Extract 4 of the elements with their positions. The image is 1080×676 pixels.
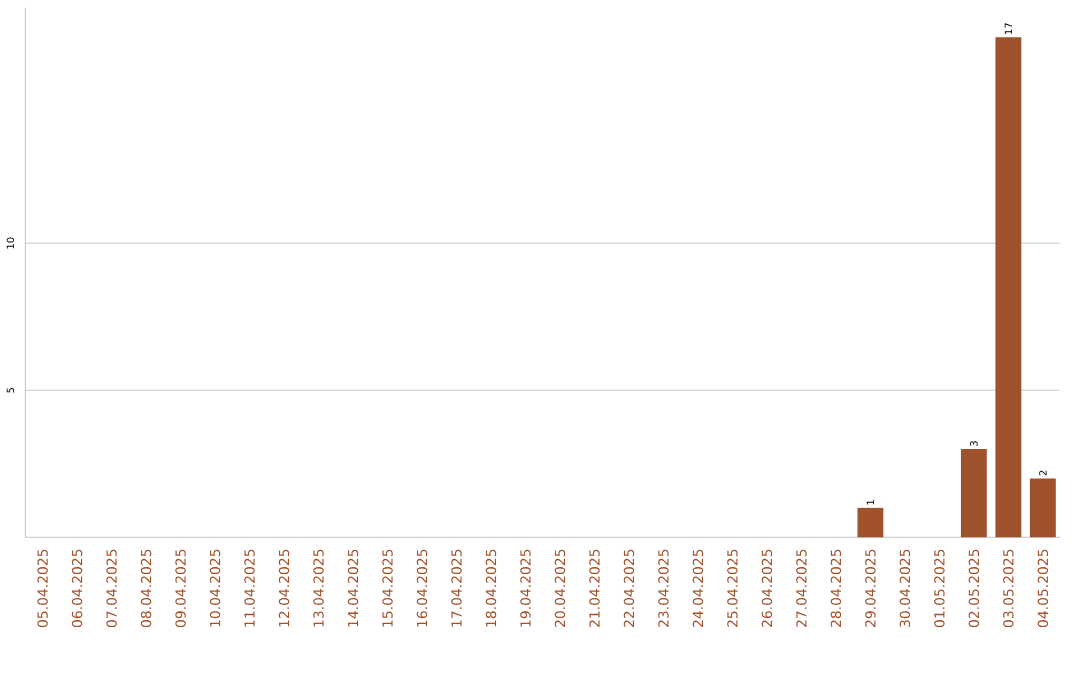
bar bbox=[857, 507, 884, 537]
bar bbox=[960, 448, 987, 537]
bar bbox=[995, 37, 1022, 537]
bar bbox=[1029, 478, 1056, 537]
